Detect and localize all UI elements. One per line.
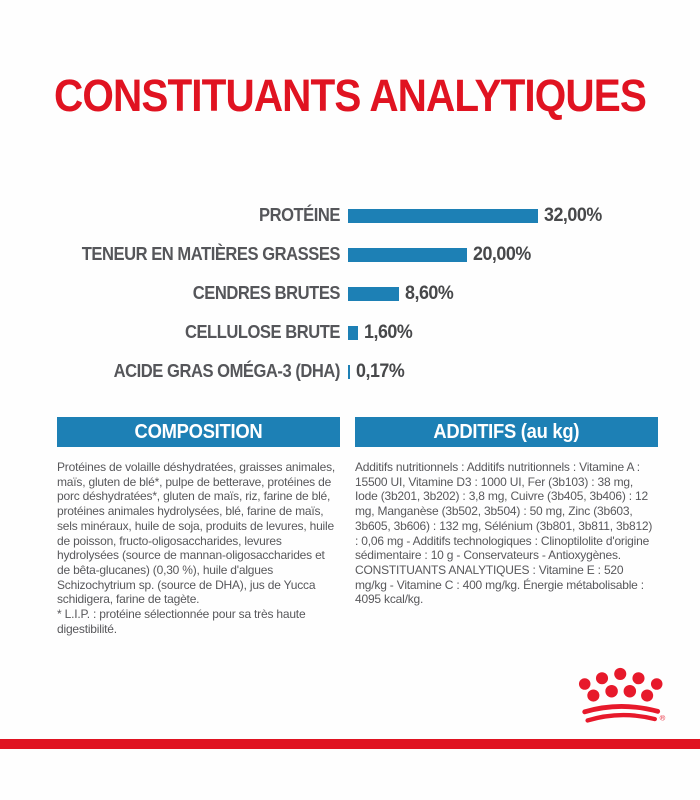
chart-row: PROTÉINE 32,00% xyxy=(0,196,700,235)
chart-category-label: PROTÉINE xyxy=(259,205,340,225)
royal-canin-crown-logo-icon: ® xyxy=(578,667,666,723)
chart-row: ACIDE GRAS OMÉGA-3 (DHA) 0,17% xyxy=(0,352,700,391)
registered-mark: ® xyxy=(660,713,666,722)
chart-bar-wrap: 8,60% xyxy=(348,283,456,305)
chart-bar-wrap: 1,60% xyxy=(348,322,415,344)
chart-bar xyxy=(348,286,400,301)
additives-body: Additifs nutritionnels : Additifs nutrit… xyxy=(355,460,658,607)
additives-header-label: ADDITIFS (au kg) xyxy=(433,420,580,443)
chart-row: CENDRES BRUTES 8,60% xyxy=(0,274,700,313)
chart-value-label: 8,60% xyxy=(405,282,454,304)
additives-header: ADDITIFS (au kg) xyxy=(355,417,658,447)
composition-header: COMPOSITION xyxy=(57,417,340,447)
chart-category-label: CELLULOSE BRUTE xyxy=(184,322,340,342)
chart-bar xyxy=(348,247,467,262)
chart-bar-wrap: 20,00% xyxy=(348,244,534,266)
footer-red-bar xyxy=(0,739,700,749)
chart-row: CELLULOSE BRUTE 1,60% xyxy=(0,313,700,352)
chart-category-label: TENEUR EN MATIÈRES GRASSES xyxy=(81,244,341,264)
page-title: CONSTITUANTS ANALYTIQUES xyxy=(54,70,647,121)
bar-chart: PROTÉINE 32,00% TENEUR EN MATIÈRES GRASSES… xyxy=(0,196,700,391)
chart-value-label: 1,60% xyxy=(363,321,413,343)
chart-bar xyxy=(348,325,358,340)
chart-value-label: 0,17% xyxy=(355,360,405,382)
info-columns: COMPOSITION Protéines de volaille déshyd… xyxy=(0,417,700,636)
composition-section: COMPOSITION Protéines de volaille déshyd… xyxy=(57,417,340,636)
additives-text: Additifs nutritionnels : Additifs nutrit… xyxy=(355,460,653,563)
chart-value-label: 20,00% xyxy=(472,243,531,265)
chart-row: TENEUR EN MATIÈRES GRASSES 20,00% xyxy=(0,235,700,274)
additives-section: ADDITIFS (au kg) Additifs nutritionnels … xyxy=(355,417,658,636)
chart-bar-wrap: 32,00% xyxy=(348,205,605,227)
chart-value-label: 32,00% xyxy=(544,204,602,226)
chart-category-label: ACIDE GRAS OMÉGA-3 (DHA) xyxy=(113,361,341,381)
chart-bar xyxy=(348,364,350,379)
chart-bar-wrap: 0,17% xyxy=(348,361,407,383)
composition-text: Protéines de volaille déshydratées, grai… xyxy=(57,460,336,607)
composition-footnote: * L.I.P. : protéine sélectionnée pour sa… xyxy=(57,607,306,636)
chart-category-label: CENDRES BRUTES xyxy=(192,283,341,303)
additives-analytical-text: CONSTITUANTS ANALYTIQUES : Vitamine E : … xyxy=(355,562,644,607)
composition-body: Protéines de volaille déshydratées, grai… xyxy=(57,460,340,636)
chart-bar xyxy=(348,208,538,223)
composition-header-label: COMPOSITION xyxy=(134,420,263,443)
